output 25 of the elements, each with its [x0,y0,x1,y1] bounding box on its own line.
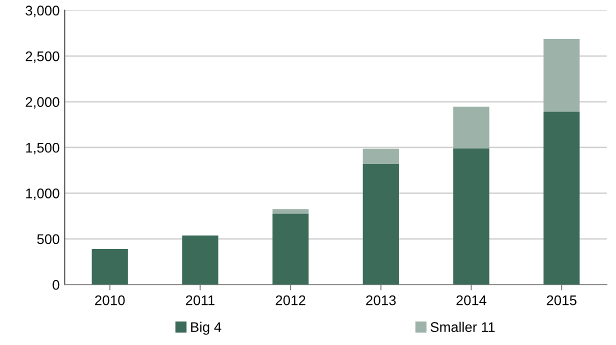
bar [362,164,399,285]
x-tick-label: 2012 [276,295,306,306]
x-tick-label: 2010 [95,295,125,306]
bar [453,148,490,285]
legend-label: Smaller 11 [430,322,495,332]
legend-label: Big 4 [191,322,222,335]
y-tick-label: 500 [37,234,60,244]
bar [362,148,399,164]
bar [544,38,580,112]
x-tick-label: 2015 [546,295,576,306]
bar [544,112,580,285]
y-tick-label: 1,500 [26,142,60,154]
x-tick-label: 2013 [366,295,396,306]
x-tick-label: 2011 [186,295,214,306]
bar [272,209,309,214]
y-tick-label: 0 [52,280,60,290]
y-tick-label: 3,000 [26,6,60,18]
y-tick-label: 2,500 [26,51,60,63]
y-tick-label: 1,000 [26,188,60,200]
bar [272,214,309,285]
y-tick-label: 2,000 [26,97,60,109]
bar [182,236,218,285]
bar [453,106,490,148]
bar [92,248,128,285]
x-tick-label: 2014 [456,295,486,306]
